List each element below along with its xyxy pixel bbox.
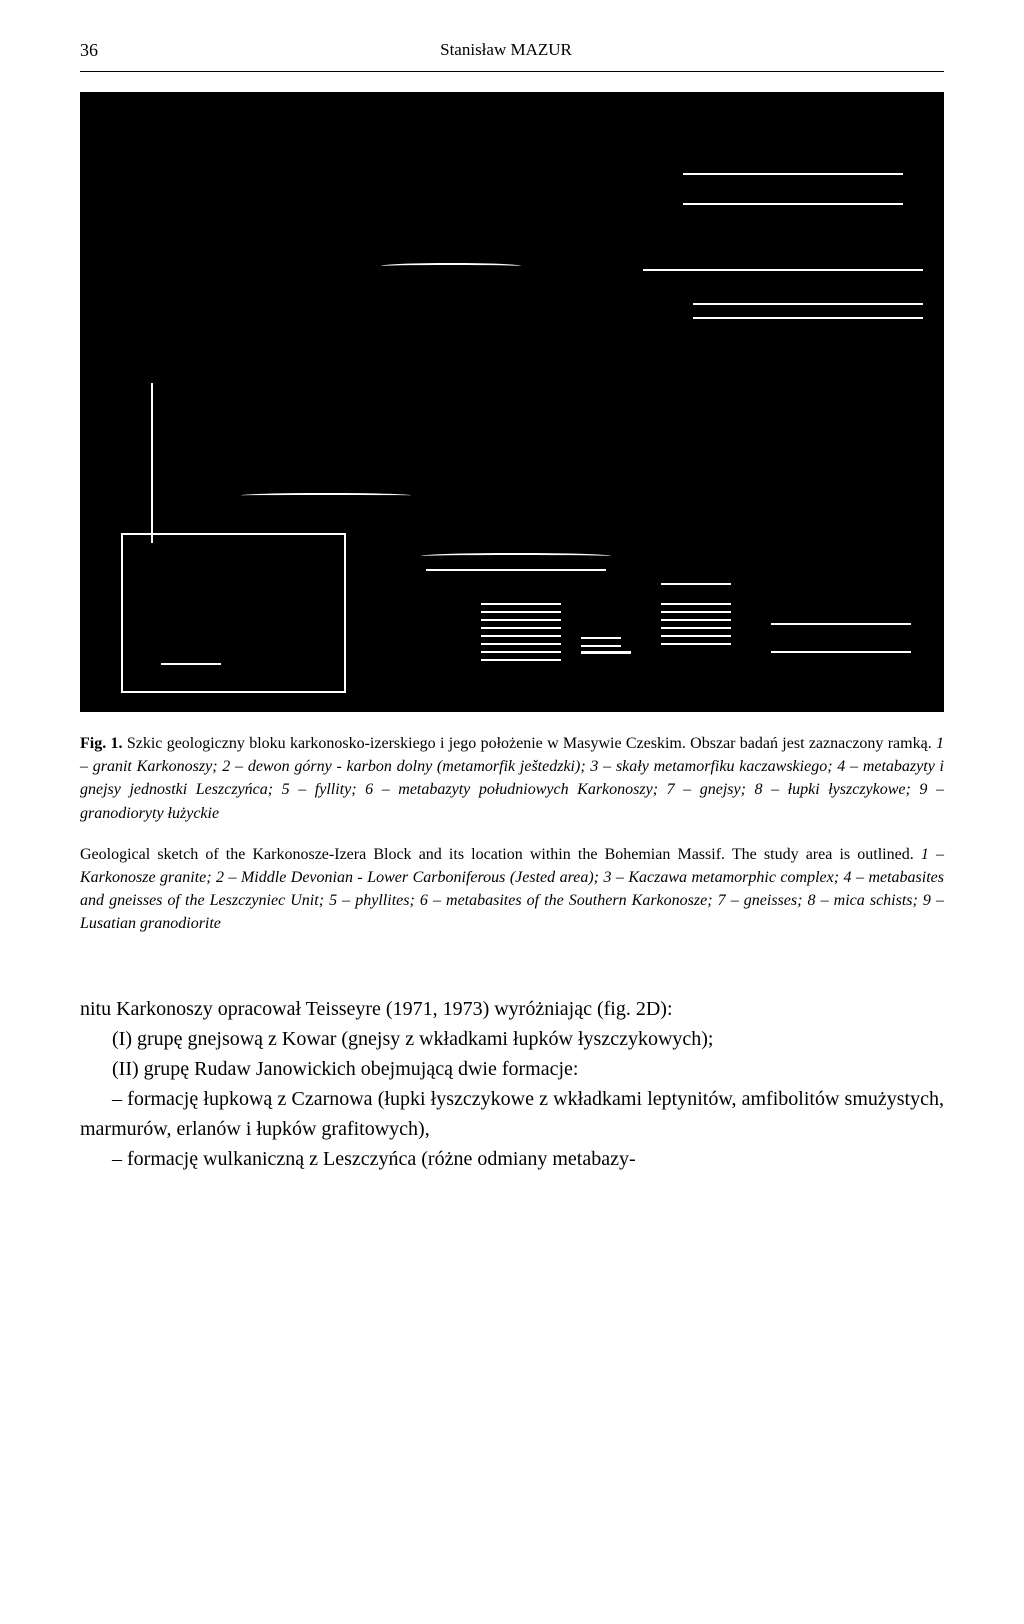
sketch-stroke <box>481 619 561 621</box>
sketch-stroke <box>421 553 611 563</box>
sketch-stroke <box>683 173 903 175</box>
header-rule <box>80 71 944 72</box>
sketch-stroke <box>581 637 621 639</box>
sketch-stroke <box>661 583 731 585</box>
sketch-stroke <box>693 317 923 319</box>
body-p2: (I) grupę gnejsową z Kowar (gnejsy z wkł… <box>80 1024 944 1054</box>
sketch-stroke <box>481 611 561 613</box>
page-header: 36 Stanisław MAZUR <box>80 40 944 61</box>
figure-caption-pl-text: Szkic geologiczny bloku karkonosko-izers… <box>127 735 932 752</box>
figure-sketch-box <box>80 92 944 712</box>
body-p4: – formację łupkową z Czarnowa (łupki łys… <box>80 1084 944 1144</box>
sketch-stroke <box>381 263 521 273</box>
sketch-stroke <box>661 643 731 645</box>
sketch-stroke <box>661 611 731 613</box>
sketch-stroke <box>481 627 561 629</box>
sketch-inset-box <box>121 533 346 693</box>
spacer <box>80 954 944 994</box>
sketch-stroke <box>481 603 561 605</box>
body-p1: nitu Karkonoszy opracował Teisseyre (197… <box>80 994 944 1024</box>
sketch-stroke <box>661 635 731 637</box>
figure-caption-pl: Fig. 1. Szkic geologiczny bloku karkonos… <box>80 732 944 825</box>
sketch-stroke <box>771 651 911 653</box>
sketch-stroke <box>426 569 606 571</box>
sketch-stroke <box>241 493 411 501</box>
sketch-stroke <box>481 643 561 645</box>
body-p3: (II) grupę Rudaw Janowickich obejmującą … <box>80 1054 944 1084</box>
sketch-stroke <box>161 663 221 665</box>
sketch-stroke <box>581 651 631 654</box>
sketch-stroke <box>151 383 153 543</box>
sketch-stroke <box>683 203 903 205</box>
running-author: Stanisław MAZUR <box>98 40 914 60</box>
sketch-stroke <box>481 659 561 661</box>
sketch-stroke <box>481 651 561 653</box>
body-p5: – formację wulkaniczną z Leszczyńca (róż… <box>80 1144 944 1174</box>
figure-caption-en-text: Geological sketch of the Karkonosze-Izer… <box>80 846 914 863</box>
sketch-stroke <box>771 623 911 625</box>
sketch-stroke <box>481 635 561 637</box>
figure-label: Fig. 1. <box>80 735 123 752</box>
body-text: nitu Karkonoszy opracował Teisseyre (197… <box>80 994 944 1174</box>
sketch-stroke <box>661 603 731 605</box>
sketch-stroke <box>581 645 621 647</box>
sketch-stroke <box>693 303 923 305</box>
figure-caption-en: Geological sketch of the Karkonosze-Izer… <box>80 843 944 936</box>
sketch-stroke <box>661 619 731 621</box>
sketch-stroke <box>661 627 731 629</box>
sketch-stroke <box>643 269 923 271</box>
page-number: 36 <box>80 40 98 61</box>
